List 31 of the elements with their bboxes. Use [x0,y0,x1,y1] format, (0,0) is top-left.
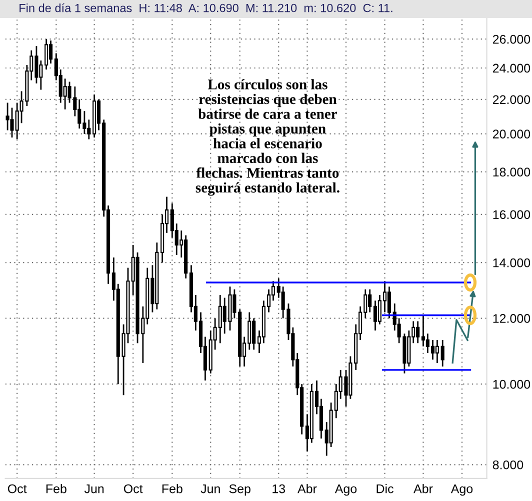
x-tick-label: 13 [272,484,286,494]
y-tick-label: 22.000 [492,95,530,104]
y-tick-label: 14.000 [493,258,530,268]
y-tick-label: 8.000 [492,460,524,470]
x-tick-label: Abr [414,484,433,494]
annotation: Los círculos son las resistencias que deben batirse de cara a tener pistas que apunten hacia el escenario marcado con las flechas. Mientras tanto seguirá estando lateral. [196,79,340,196]
candlestick [435,339,439,364]
chart-title: Fin de día 1 semanas H: 11:48 A: 10.690 M: 11.210 m: 10.620 C: 11. [20,3,392,12]
candlestick [373,300,378,332]
x-tick-label: Jun [200,484,220,494]
y-tick-label: 18.000 [493,168,530,177]
x-tick-label: Ago [450,484,473,496]
y-tick-label: 10.000 [493,380,530,389]
x-tick-label: Oct [124,484,143,494]
y-tick-label: 24.000 [492,64,530,73]
x-tick-label: Sep [229,484,250,496]
y-tick-label: 26.000 [492,34,530,44]
y-tick-label: 20.000 [492,130,530,138]
x-tick-label: Dic [376,484,394,494]
x-tick-label: Oct [8,484,27,494]
x-tick-label: Abr [298,484,317,494]
x-tick-label: Feb [46,484,66,494]
x-tick-label: Feb [162,484,182,494]
candlestick [48,40,53,64]
candlestick [44,38,48,70]
candlestick [387,286,391,319]
y-tick-label: 16.000 [493,210,530,220]
candlestick [440,339,444,368]
x-tick-label: Ago [334,484,357,496]
y-tick-label: 12.000 [493,314,530,323]
x-tick-label: Jun [84,484,104,494]
